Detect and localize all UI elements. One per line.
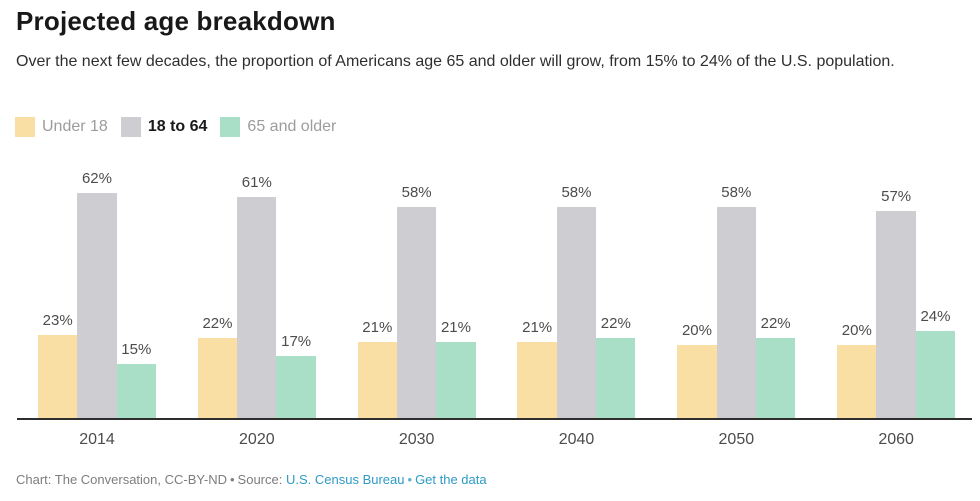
bar-under-18-2030 [357, 341, 397, 418]
chart-subtitle: Over the next few decades, the proportio… [16, 53, 895, 70]
credit-text: Chart: The Conversation, CC-BY-ND [16, 472, 227, 487]
legend-label: 18 to 64 [147, 118, 208, 135]
bar-value-label: 21% [440, 318, 471, 336]
legend-swatch-18-to-64 [120, 117, 141, 137]
bar-value-label: 21% [522, 318, 553, 336]
plot-area: 23% 62% 15% 2014 22% 61% 17% 2020 21% 58% 21% 2030 2… [17, 152, 972, 448]
x-axis-line [17, 418, 972, 420]
legend-swatch-under-18 [15, 117, 35, 137]
bar-value-label: 62% [81, 169, 112, 187]
bar-18-to-64-2020 [237, 196, 277, 418]
x-tick-label-2060: 2060 [878, 431, 914, 448]
bar-under-18-2020 [197, 338, 238, 418]
legend: Under 18 18 to 64 65 and older [15, 117, 336, 137]
bar-18-to-64-2060 [876, 211, 916, 418]
bar-65-and-older-2020 [276, 356, 316, 418]
x-tick-label-2040: 2040 [558, 431, 595, 448]
bar-under-18-2040 [517, 341, 557, 418]
bar-65-and-older-2014 [116, 363, 156, 418]
source-label: Source: [237, 472, 283, 487]
bar-18-to-64-2050 [716, 207, 756, 418]
bar-value-label: 22% [600, 315, 631, 333]
bar-65-and-older-2050 [755, 338, 796, 418]
bar-group-2014: 23% 62% 15% 2014 [38, 152, 156, 448]
bar-group-2040: 21% 58% 22% 2040 [517, 152, 636, 448]
bar-18-to-64-2014 [77, 192, 117, 418]
bar-65-and-older-2040 [596, 338, 636, 418]
bar-value-label: 24% [920, 307, 951, 325]
bar-group-2020: 22% 61% 17% 2020 [197, 152, 316, 448]
bar-value-label: 61% [241, 173, 272, 191]
bar-value-label: 58% [401, 184, 432, 202]
legend-item-under-18: Under 18 [15, 117, 108, 137]
x-tick-label-2020: 2020 [239, 431, 275, 448]
bar-value-label: 20% [841, 322, 872, 340]
x-tick-label-2050: 2050 [718, 431, 755, 448]
bar-65-and-older-2060 [915, 330, 956, 418]
bar-18-to-64-2030 [396, 207, 437, 418]
legend-item-65-and-older: 65 and older [220, 117, 336, 137]
legend-label: Under 18 [42, 118, 108, 135]
legend-swatch-65-and-older [220, 117, 241, 137]
page-title: Projected age breakdown [16, 6, 336, 36]
bar-value-label: 57% [881, 188, 912, 206]
footer-separator-2: • [407, 472, 413, 487]
bar-65-and-older-2030 [436, 341, 476, 418]
bar-value-label: 58% [561, 184, 592, 202]
legend-item-18-to-64: 18 to 64 [120, 117, 208, 137]
bar-under-18-2050 [677, 345, 717, 418]
bar-group-2030: 21% 58% 21% 2030 [357, 152, 476, 448]
bar-value-label: 15% [121, 340, 152, 358]
bar-value-label: 23% [42, 311, 73, 329]
bar-group-2050: 20% 58% 22% 2050 [677, 152, 796, 448]
bar-value-label: 20% [681, 322, 712, 340]
bar-value-label: 58% [721, 184, 752, 202]
bar-value-label: 17% [281, 333, 312, 351]
bar-value-label: 21% [362, 318, 393, 336]
footer: Chart: The Conversation, CC-BY-ND • Source… [16, 472, 487, 487]
get-data-link[interactable]: Get the data [415, 472, 487, 487]
bar-under-18-2014 [38, 334, 78, 418]
footer-separator-1: • [229, 472, 235, 487]
x-tick-label-2030: 2030 [398, 431, 435, 448]
legend-label: 65 and older [247, 118, 337, 135]
bar-value-label: 22% [760, 315, 791, 333]
bar-value-label: 22% [202, 315, 233, 333]
x-tick-label-2014: 2014 [79, 431, 115, 448]
bar-18-to-64-2040 [556, 207, 597, 418]
source-link[interactable]: U.S. Census Bureau [285, 472, 405, 487]
bar-group-2060: 20% 57% 24% 2060 [837, 152, 956, 448]
bar-under-18-2060 [837, 345, 877, 418]
